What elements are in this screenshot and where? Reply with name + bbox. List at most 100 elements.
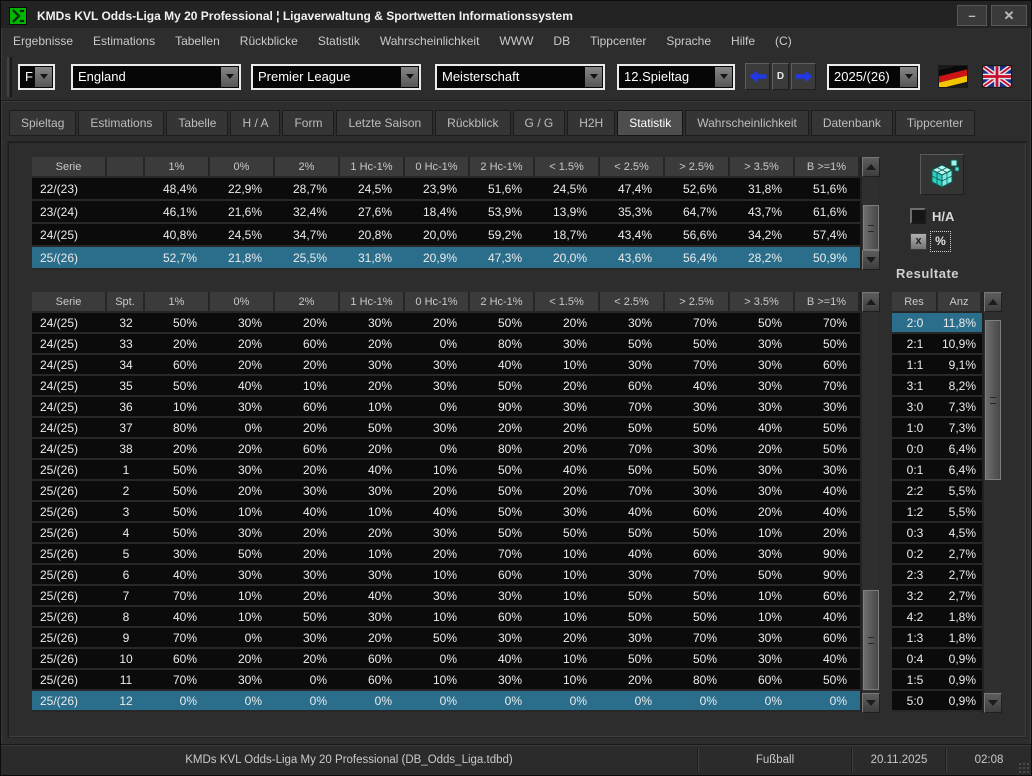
menu-item-www[interactable]: WWW — [499, 33, 534, 48]
menu-item-tippcenter[interactable]: Tippcenter — [590, 33, 647, 48]
scrollbar-thumb[interactable] — [863, 205, 879, 250]
scrollbar-thumb[interactable] — [863, 590, 879, 690]
column-header[interactable]: Anz — [938, 292, 982, 313]
column-header[interactable]: 0 Hc-1% — [405, 157, 470, 178]
scroll-down-button[interactable] — [984, 693, 1002, 713]
table-row[interactable]: 25/(26) 52,7% 21,8% 25,5% 31,8% 20,9% 47,3% 20,… — [32, 247, 878, 270]
column-header[interactable]: 2% — [275, 292, 340, 313]
table-row[interactable]: 24/(25) 36 10% 30% 60% 10% 0% 90% 30% 70% 30% 30% 30… — [32, 397, 878, 418]
previous-matchday-button[interactable] — [745, 63, 770, 90]
scroll-up-button[interactable] — [862, 157, 880, 177]
column-header[interactable]: 1% — [145, 157, 210, 178]
sport-select-dropdown-button[interactable] — [35, 66, 52, 87]
table-row[interactable]: 25/(26) 5 30% 50% 20% 10% 20% 70% 10% 40% 60% 30% 90… — [32, 544, 878, 565]
column-header[interactable]: > 2.5% — [665, 157, 730, 178]
menu-item-rckblicke[interactable]: Rückblicke — [239, 33, 298, 48]
scroll-up-button[interactable] — [862, 292, 880, 312]
next-matchday-button[interactable] — [791, 63, 816, 90]
menu-item-c[interactable]: (C) — [775, 33, 792, 48]
table-row[interactable]: 25/(26) 11 70% 30% 0% 60% 10% 30% 10% 20% 80% 60% 50… — [32, 670, 878, 691]
table-row[interactable]: 25/(26) 1 50% 30% 20% 40% 10% 50% 40% 50% 50% 30% 30… — [32, 460, 878, 481]
column-header[interactable]: > 3.5% — [730, 157, 795, 178]
league-select[interactable]: Premier League — [251, 63, 421, 90]
table-row[interactable]: 1:1 9,1% — [892, 355, 982, 376]
statistics-cube-button[interactable] — [920, 154, 964, 195]
table-row[interactable]: 3:1 8,2% — [892, 376, 982, 397]
lower-table-scrollbar[interactable] — [860, 292, 880, 713]
table-row[interactable]: 25/(26) 10 60% 20% 20% 60% 0% 40% 10% 50% 50% 30% 40… — [32, 649, 878, 670]
menu-item-hilfe[interactable]: Hilfe — [731, 33, 756, 48]
table-row[interactable]: 25/(26) 6 40% 30% 30% 30% 10% 60% 10% 30% 70% 50% 90… — [32, 565, 878, 586]
column-header[interactable]: 1 Hc-1% — [340, 292, 405, 313]
tab-gg[interactable]: G / G — [512, 110, 566, 136]
table-row[interactable]: 2:3 2,7% — [892, 565, 982, 586]
minimize-button[interactable]: – — [957, 5, 987, 26]
column-header[interactable]: 0% — [210, 157, 275, 178]
scroll-up-button[interactable] — [984, 292, 1002, 312]
menu-item-db[interactable]: DB — [553, 33, 571, 48]
menu-item-wahrscheinlichkeit[interactable]: Wahrscheinlichkeit — [379, 33, 480, 48]
column-header[interactable]: < 1.5% — [535, 292, 600, 313]
tab-wahrscheinlichkeit[interactable]: Wahrscheinlichkeit — [685, 110, 809, 136]
column-header[interactable]: 1 Hc-1% — [340, 157, 405, 178]
table-row[interactable]: 24/(25) 40,8% 24,5% 34,7% 20,8% 20,0% 59,2% 18,… — [32, 224, 878, 247]
column-header[interactable]: < 2.5% — [600, 292, 665, 313]
table-row[interactable]: 25/(26) 3 50% 10% 40% 10% 40% 50% 30% 40% 60% 20% 40… — [32, 502, 878, 523]
table-row[interactable]: 25/(26) 4 50% 30% 20% 20% 30% 50% 50% 50% 50% 10% 20… — [32, 523, 878, 544]
matchday-select[interactable]: 12.Spieltag — [617, 63, 735, 90]
column-header[interactable]: 2 Hc-1% — [470, 292, 535, 313]
table-row[interactable]: 1:0 7,3% — [892, 418, 982, 439]
country-select-dropdown-button[interactable] — [221, 66, 238, 87]
table-row[interactable]: 25/(26) 9 70% 0% 30% 20% 50% 30% 20% 30% 70% 30% 60% — [32, 628, 878, 649]
tab-statistik[interactable]: Statistik — [617, 110, 684, 136]
table-row[interactable]: 4:2 1,8% — [892, 607, 982, 628]
day-button[interactable]: D — [772, 63, 789, 90]
upper-table-scrollbar[interactable] — [860, 157, 880, 270]
table-row[interactable]: 25/(26) 2 50% 20% 30% 30% 20% 50% 20% 70% 30% 30% 40… — [32, 481, 878, 502]
count-mode-button[interactable]: x — [910, 232, 927, 250]
matchday-select-dropdown-button[interactable] — [715, 66, 732, 87]
table-row[interactable]: 24/(25) 38 20% 20% 60% 20% 0% 80% 20% 70% 30% 20% 50… — [32, 439, 878, 460]
table-row[interactable]: 1:3 1,8% — [892, 628, 982, 649]
tab-ha[interactable]: H / A — [230, 110, 281, 136]
column-header[interactable]: Spt. — [107, 292, 145, 313]
english-language-button[interactable] — [981, 64, 1013, 89]
results-scrollbar[interactable] — [982, 292, 1002, 713]
competition-select-dropdown-button[interactable] — [585, 66, 602, 87]
column-header[interactable]: 0 Hc-1% — [405, 292, 470, 313]
column-header[interactable]: > 3.5% — [730, 292, 795, 313]
tab-letztesaison[interactable]: Letzte Saison — [336, 110, 434, 136]
table-row[interactable]: 24/(25) 34 60% 20% 20% 30% 30% 40% 10% 30% 70% 30% 6… — [32, 355, 878, 376]
column-header[interactable]: < 1.5% — [535, 157, 600, 178]
table-row[interactable]: 2:0 11,8% — [892, 313, 982, 334]
table-row[interactable]: 0:4 0,9% — [892, 649, 982, 670]
close-button[interactable]: ✕ — [991, 5, 1027, 26]
tab-estimations[interactable]: Estimations — [78, 110, 165, 136]
table-row[interactable]: 5:0 0,9% — [892, 691, 982, 712]
column-header[interactable]: Serie — [32, 157, 107, 178]
competition-select[interactable]: Meisterschaft — [435, 63, 605, 90]
table-row[interactable]: 25/(26) 12 0% 0% 0% 0% 0% 0% 0% 0% 0% 0% 0% — [32, 691, 878, 712]
table-row[interactable]: 24/(25) 35 50% 40% 10% 20% 30% 50% 20% 60% 40% 30% 7… — [32, 376, 878, 397]
tab-datenbank[interactable]: Datenbank — [810, 110, 893, 136]
table-row[interactable]: 0:2 2,7% — [892, 544, 982, 565]
league-select-dropdown-button[interactable] — [401, 66, 418, 87]
percent-mode-button[interactable]: % — [930, 230, 951, 252]
column-header[interactable]: < 2.5% — [600, 157, 665, 178]
home-away-checkbox[interactable] — [910, 208, 926, 224]
table-row[interactable]: 25/(26) 7 70% 10% 20% 40% 30% 30% 10% 50% 50% 10% 60… — [32, 586, 878, 607]
resize-grip[interactable] — [1019, 763, 1029, 773]
country-select[interactable]: England — [71, 63, 241, 90]
toolbar-grip[interactable] — [7, 56, 12, 97]
table-row[interactable]: 3:0 7,3% — [892, 397, 982, 418]
scroll-down-button[interactable] — [862, 250, 880, 270]
column-header[interactable]: > 2.5% — [665, 292, 730, 313]
column-header[interactable] — [107, 157, 145, 178]
german-language-button[interactable] — [934, 63, 972, 89]
table-row[interactable]: 1:5 0,9% — [892, 670, 982, 691]
scroll-down-button[interactable] — [862, 693, 880, 713]
table-row[interactable]: 24/(25) 37 80% 0% 20% 50% 30% 20% 20% 50% 50% 40% 50… — [32, 418, 878, 439]
season-select-dropdown-button[interactable] — [900, 66, 917, 87]
table-row[interactable]: 0:3 4,5% — [892, 523, 982, 544]
column-header[interactable]: B >=1% — [795, 157, 860, 178]
